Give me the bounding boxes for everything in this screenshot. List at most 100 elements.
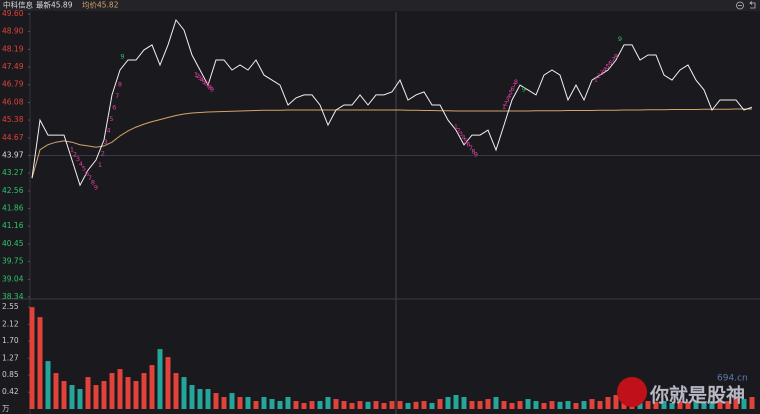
td-count: 2: [504, 99, 508, 107]
td-count: 7: [512, 81, 516, 89]
td-count: 5: [509, 89, 513, 97]
td-count: 7: [611, 56, 615, 64]
volume-bar: [365, 401, 371, 409]
minus-icon[interactable]: [736, 1, 744, 10]
volume-bar: [733, 397, 739, 409]
volume-bar: [429, 403, 435, 409]
volume-bar: [53, 373, 59, 409]
y-tick-label: 47.49: [2, 62, 24, 71]
volume-bar: [693, 401, 699, 409]
volume-bar: [237, 397, 243, 409]
volume-bar: [685, 401, 691, 409]
volume-bar: [253, 401, 259, 409]
volume-bar: [413, 401, 419, 409]
volume-bar: [421, 401, 427, 409]
volume-bar: [565, 401, 571, 409]
volume-bar: [501, 401, 507, 409]
volume-bar: [397, 401, 403, 409]
volume-bar: [453, 395, 459, 409]
volume-bar: [93, 385, 99, 409]
volume-bar: [149, 365, 155, 409]
y-tick-label: 2.55: [2, 302, 19, 311]
volume-bar: [493, 397, 499, 409]
td-count: 1: [454, 123, 458, 131]
td-count: 7: [206, 82, 210, 90]
avg-price: 均价45.82: [82, 0, 119, 10]
td-count: 9: [120, 53, 124, 61]
volume-bar: [109, 373, 115, 409]
volume-bar: [445, 397, 451, 409]
volume-bar: [477, 401, 483, 409]
last-price: 最新45.89: [36, 0, 73, 10]
reset-icon[interactable]: [749, 1, 756, 9]
volume-bar: [301, 403, 307, 409]
volume-bar: [581, 401, 587, 409]
td-count: 2: [101, 149, 105, 157]
y-tick-label: 41.86: [2, 204, 24, 213]
volume-bar: [221, 397, 227, 409]
volume-bar: [285, 397, 291, 409]
y-tick-label: 40.45: [2, 239, 24, 248]
volume-bar: [541, 403, 547, 409]
td-count: 4: [107, 126, 111, 134]
volume-bar: [61, 381, 67, 409]
td-count: 2: [196, 72, 200, 80]
td-count: 3: [198, 74, 202, 82]
y-tick-label: 0.85: [2, 370, 19, 379]
volume-bar: [117, 369, 123, 409]
volume-bar: [125, 377, 131, 409]
volume-bar: [69, 385, 75, 409]
td-count: 1: [594, 75, 598, 83]
y-tick-label: 49.60: [2, 9, 24, 18]
y-tick-label: 43.97: [2, 151, 24, 160]
volume-bar: [309, 401, 315, 409]
td-count: 6: [608, 59, 612, 67]
volume-bar: [509, 403, 515, 409]
td-count: 1: [70, 146, 74, 154]
y-tick-label: 2.12: [2, 319, 19, 328]
y-tick-label: 1.27: [2, 353, 19, 362]
volume-bar: [261, 397, 267, 409]
y-tick-label: 39.75: [2, 257, 24, 266]
volume-bar: [213, 393, 219, 409]
td-count: 4: [200, 76, 204, 84]
volume-bar: [173, 373, 179, 409]
volume-bar: [533, 401, 539, 409]
volume-bar: [85, 377, 91, 409]
y-tick-label: 0.42: [2, 387, 19, 396]
volume-bar: [181, 377, 187, 409]
td-count: 1: [502, 103, 506, 111]
volume-bar: [749, 397, 755, 409]
td-count: 7: [115, 92, 119, 100]
volume-bar: [197, 389, 203, 409]
td-count: 5: [464, 137, 468, 145]
volume-bar: [525, 399, 531, 409]
volume-bar: [653, 401, 659, 409]
volume-bar: [381, 403, 387, 409]
td-count: 7: [88, 174, 92, 182]
volume-bar: [661, 401, 667, 409]
volume-bar: [597, 401, 603, 409]
volume-bar: [341, 401, 347, 409]
volume-bar: [349, 403, 355, 409]
td-count: 3: [505, 96, 509, 104]
td-count: 6: [204, 80, 208, 88]
volume-bar: [485, 399, 491, 409]
volume-bar: [589, 399, 595, 409]
volume-bar: [669, 403, 675, 409]
volume-bar: [229, 393, 235, 409]
volume-bar: [277, 401, 283, 409]
td-count: 9: [94, 183, 98, 191]
td-count: 6: [511, 85, 515, 93]
td-count: 7: [469, 144, 473, 152]
watermark-site: 694.cn: [717, 374, 748, 384]
volume-bar: [405, 403, 411, 409]
volume-bar: [709, 401, 715, 409]
volume-bar: [37, 317, 43, 409]
volume-bar: [141, 373, 147, 409]
volume-bar: [461, 397, 467, 409]
td-count: 2: [456, 127, 460, 135]
td-count: 4: [461, 133, 465, 141]
volume-bar: [373, 401, 379, 409]
